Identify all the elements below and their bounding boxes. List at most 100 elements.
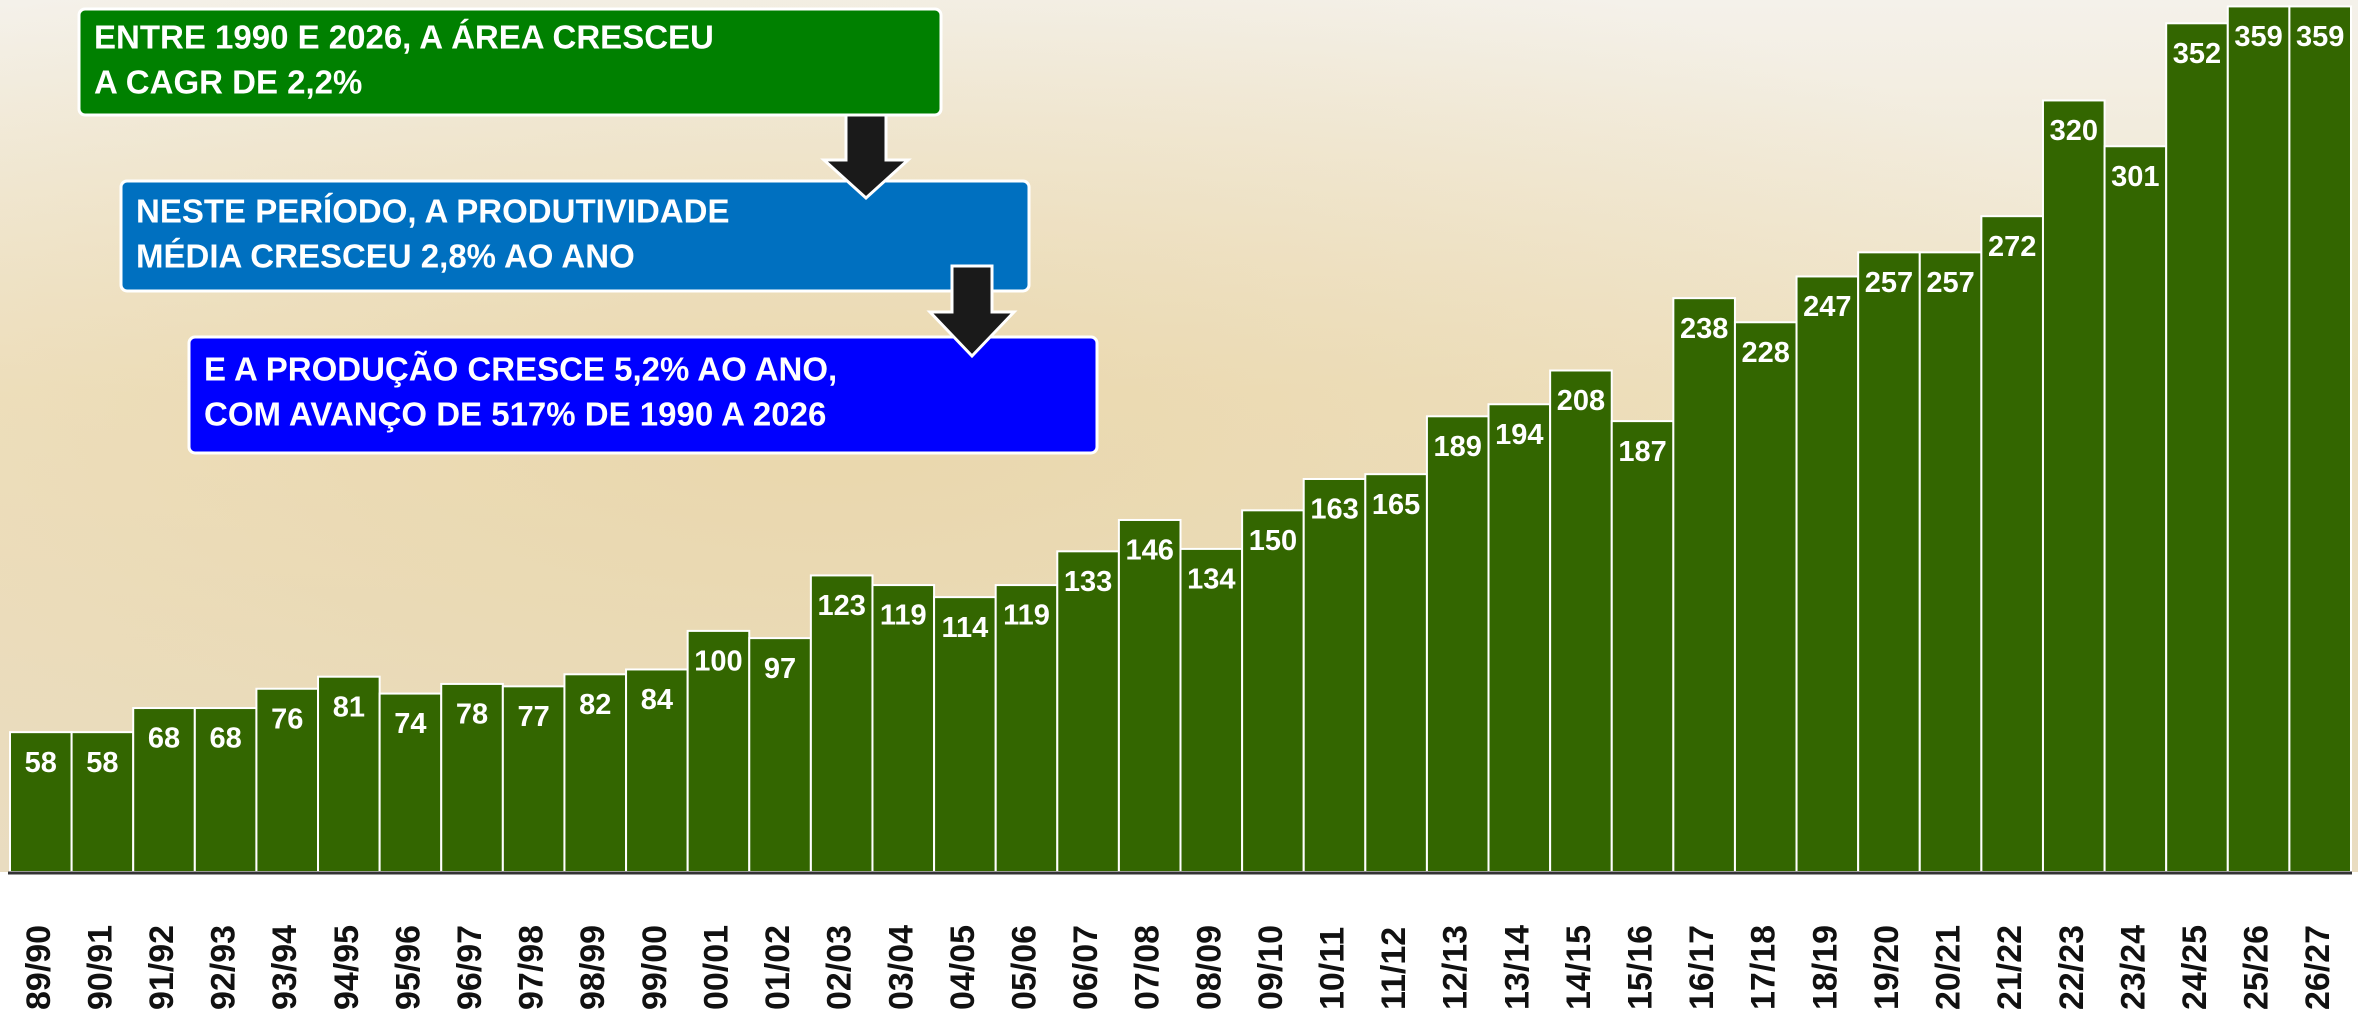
x-tick-label: 00/01 [697, 925, 735, 1010]
bar [1179, 547, 1244, 874]
data-label: 78 [456, 699, 488, 731]
x-tick-label: 97/98 [513, 925, 551, 1010]
bar [2288, 5, 2353, 873]
data-label: 81 [333, 691, 365, 723]
data-label: 100 [694, 646, 742, 678]
bar [1056, 550, 1120, 873]
bar [440, 682, 504, 874]
x-tick-label: 94/95 [328, 925, 366, 1010]
x-tick-label: 18/19 [1806, 925, 1844, 1010]
bar [317, 675, 381, 874]
data-label: 320 [2050, 115, 2098, 147]
x-tick-label: 90/91 [81, 925, 119, 1010]
data-label: 146 [1126, 535, 1174, 567]
annotation-text: NESTE PERÍODO, A PRODUTIVIDADE [136, 193, 729, 230]
data-label: 359 [2234, 21, 2282, 53]
x-tick-label: 20/21 [1930, 925, 1968, 1010]
x-tick-label: 10/11 [1313, 927, 1351, 1010]
data-label: 58 [86, 747, 118, 779]
bar [1549, 369, 1613, 873]
data-label: 352 [2173, 38, 2221, 70]
annotation-text: MÉDIA CRESCEU 2,8% AO ANO [136, 238, 635, 275]
annotation-text: ENTRE 1990 E 2026, A ÁREA CRESCEU [94, 19, 714, 56]
bar [994, 584, 1059, 873]
x-tick-label: 89/90 [20, 925, 58, 1010]
data-label: 97 [764, 653, 796, 685]
arrow [926, 264, 1018, 359]
x-tick-label: 24/25 [2176, 925, 2214, 1010]
x-tick-label: 96/97 [451, 925, 489, 1010]
annotation-text: COM AVANÇO DE 517% DE 1990 A 2026 [204, 396, 826, 433]
x-tick-label: 07/08 [1129, 925, 1167, 1010]
x-tick-label: 98/99 [574, 925, 612, 1010]
x-tick-label: 92/93 [205, 925, 243, 1010]
x-tick-label: 11/12 [1375, 927, 1413, 1010]
bar [1610, 420, 1675, 873]
data-label: 82 [579, 689, 611, 721]
bar [2103, 145, 2168, 873]
label-area [0, 872, 2358, 1016]
x-tick-label: 99/00 [636, 925, 674, 1010]
bar [2226, 5, 2291, 873]
x-tick-label: 14/15 [1560, 925, 1598, 1010]
x-tick-label: 12/13 [1437, 925, 1475, 1010]
bar [1980, 215, 2044, 873]
bar [1241, 509, 1305, 873]
x-tick-label: 01/02 [759, 925, 797, 1010]
x-tick-label: 93/94 [266, 925, 304, 1010]
bar [748, 637, 812, 873]
data-label: 163 [1310, 494, 1358, 526]
x-tick-label: 03/04 [882, 925, 920, 1010]
bar [1733, 321, 1798, 873]
data-label: 77 [518, 701, 550, 733]
x-tick-label: 21/22 [1991, 925, 2029, 1010]
data-label: 238 [1680, 313, 1728, 345]
bar [378, 692, 443, 873]
x-tick-label: 15/16 [1622, 925, 1660, 1010]
x-tick-label: 91/92 [143, 925, 181, 1010]
bar [1487, 403, 1552, 873]
x-tick-label: 23/24 [2114, 925, 2152, 1010]
x-tick-label: 22/23 [2053, 925, 2091, 1010]
x-tick-label: 25/26 [2238, 925, 2276, 1010]
data-label: 119 [880, 600, 927, 632]
data-label: 114 [941, 612, 988, 644]
bar [2165, 22, 2229, 874]
data-label: 194 [1495, 419, 1543, 451]
x-tick-label: 05/06 [1005, 925, 1043, 1010]
bar [501, 685, 566, 873]
data-label: 247 [1803, 291, 1851, 323]
data-label: 228 [1742, 337, 1790, 369]
bar [1857, 251, 1921, 874]
data-label: 58 [25, 747, 57, 779]
data-label: 68 [148, 723, 180, 755]
data-label: 301 [2111, 161, 2159, 193]
annotation-text: E A PRODUÇÃO CRESCE 5,2% AO ANO, [204, 351, 837, 388]
bar [2041, 99, 2106, 873]
data-label: 189 [1434, 431, 1482, 463]
annotation-text: A CAGR DE 2,2% [94, 64, 362, 101]
data-label: 257 [1926, 267, 1974, 299]
bar [1364, 473, 1428, 873]
data-label: 123 [817, 590, 865, 622]
x-tick-label: 17/18 [1745, 925, 1783, 1010]
x-tick-label: 04/05 [944, 925, 982, 1010]
bar [1672, 297, 1736, 873]
x-tick-label: 16/17 [1683, 925, 1721, 1010]
bar [871, 584, 936, 873]
x-tick-label: 06/07 [1067, 925, 1105, 1010]
data-label: 84 [641, 684, 673, 716]
data-label: 68 [209, 723, 241, 755]
annotation-box [187, 335, 1099, 455]
bar [1918, 251, 1983, 874]
annotation-box [119, 179, 1031, 293]
bar [1425, 415, 1490, 873]
data-label: 133 [1064, 566, 1112, 598]
data-label: 119 [1003, 600, 1050, 632]
data-label: 74 [394, 708, 426, 740]
data-label: 150 [1249, 525, 1297, 557]
x-tick-label: 26/27 [2299, 925, 2337, 1010]
bar [933, 596, 997, 874]
annotation-box [77, 7, 943, 117]
